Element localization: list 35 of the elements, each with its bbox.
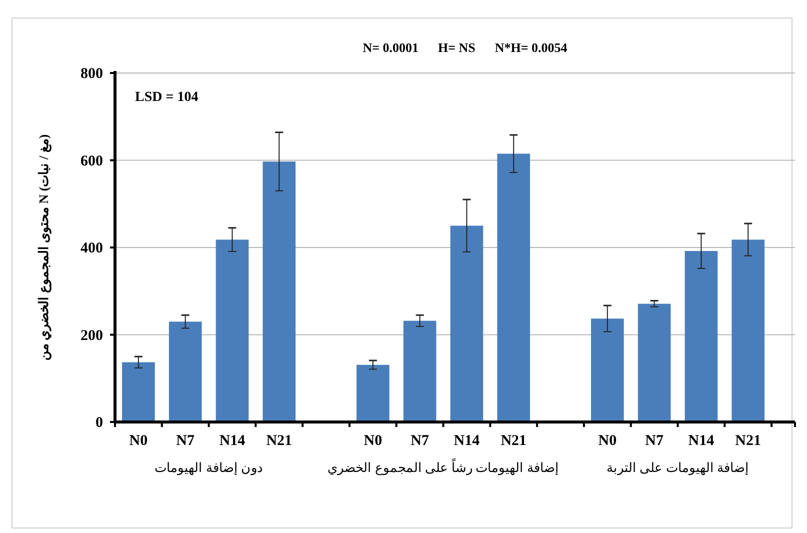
x-tick-label: N7 [176,433,196,449]
bar [684,250,718,422]
bar [356,364,390,422]
y-tick-label: 200 [80,328,103,344]
annotation: LSD = 104 [135,90,198,105]
x-tick-label: N0 [364,433,382,449]
x-tick-label: N7 [410,433,430,449]
x-tick-label: N14 [454,433,480,449]
bar [450,226,484,422]
x-tick-label: N0 [598,433,617,449]
bar [122,362,155,422]
text: إضافة الهيومات على التربة [606,460,750,476]
y-tick-label: 400 [80,240,103,256]
x-tick-label: N21 [266,433,292,449]
x-tick-label: N7 [645,433,664,449]
bar [403,320,436,422]
x-tick-label: N21 [735,433,762,449]
bar [638,304,671,422]
y-tick-label: 800 [80,66,103,82]
bar [216,240,249,422]
bar [262,162,296,422]
bar [732,240,765,422]
chart-title: N= 0.0001 H= NS N*H= 0.0054 [362,40,568,55]
text: دون إضافة الهيومات [154,460,264,476]
bar [168,322,202,422]
x-tick-label: N14 [219,433,246,449]
y-tick-label: 600 [80,153,103,170]
bar [591,318,624,422]
y-axis-title: محتوى المجموع الخضري من N (مغ / نبات) [36,134,52,361]
x-tick-label: N21 [500,433,527,449]
x-tick-label: N0 [129,433,148,449]
y-tick-label: 0 [96,415,103,431]
bar [497,154,530,422]
x-tick-label: N14 [688,433,715,449]
text: إضافة الهيومات رشاً على المجموع الخضري [328,458,559,476]
